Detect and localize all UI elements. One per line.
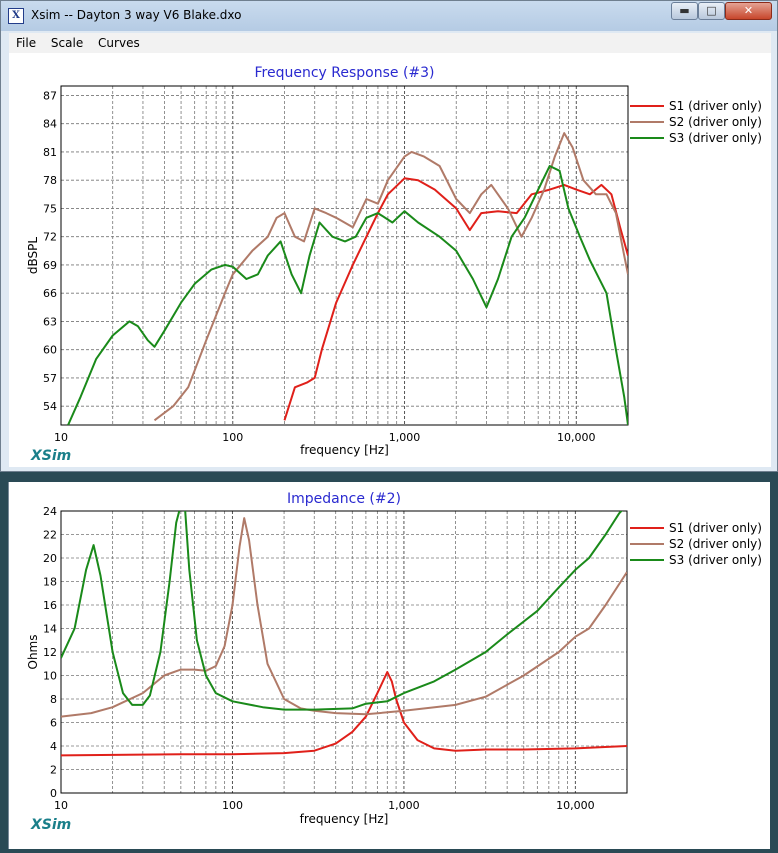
y-tick-label: 16 [43,599,57,612]
series-line-s3 [67,165,628,425]
y-tick-label: 20 [43,552,57,565]
close-button[interactable]: ✕ [725,2,772,20]
y-tick-label: 72 [43,231,57,244]
xsim-window: X Xsim -- Dayton 3 way V6 Blake.dxo ▬ □ … [0,0,778,472]
y-tick-label: 63 [43,315,57,328]
frequency-response-panel: Frequency Response (#3) 54 57 60 63 66 69 72 75 7… [9,53,771,467]
title-bar[interactable]: X Xsim -- Dayton 3 way V6 Blake.dxo ▬ □ … [1,1,777,31]
y-tick-label: 22 [43,529,57,542]
maximize-button[interactable]: □ [698,2,725,20]
y-tick-label: 18 [43,576,57,589]
grid-lines [60,86,629,425]
menu-file[interactable]: File [16,36,37,50]
menu-scale[interactable]: Scale [50,36,84,50]
y-tick-label: 0 [50,787,57,800]
x-tick-label: 10 [54,431,68,444]
y-axis-label: dBSPL [26,237,40,274]
y-tick-label: 24 [43,505,57,518]
impedance-panel: Impedance (#2) 0 2 4 6 8 10 12 14 16 18 20 22 24 10 100… [8,482,770,849]
y-tick-label: 81 [43,146,57,159]
y-tick-label: 8 [50,693,57,706]
plot-frame [60,510,628,794]
x-tick-label: 10 [54,799,68,812]
series-line-s3 [61,511,623,711]
menu-bar: File Scale Curves [9,33,771,53]
legend-label-s2: S2 (driver only) [669,115,762,129]
y-tick-label: 10 [43,670,57,683]
y-tick-label: 69 [43,259,57,272]
xsim-logo: XSim [30,817,71,833]
x-tick-label: 1,000 [388,799,420,812]
y-tick-label: 2 [50,764,57,777]
minimize-button[interactable]: ▬ [671,2,698,20]
series-line-s2 [153,132,628,422]
legend-label-s1: S1 (driver only) [669,99,762,113]
legend-label-s3: S3 (driver only) [669,553,762,567]
y-tick-label: 66 [43,287,57,300]
grid-lines [60,510,628,794]
y-tick-label: 6 [50,717,57,730]
x-tick-label: 100 [222,431,243,444]
chart-title: Impedance (#2) [287,491,401,507]
series-line-s2 [61,517,627,718]
y-tick-label: 57 [43,372,57,385]
y-tick-label: 54 [43,400,57,413]
y-tick-label: 12 [43,646,57,659]
y-tick-label: 78 [43,174,57,187]
x-axis-label: frequency [Hz] [300,443,389,457]
plot-frame [60,85,629,426]
xsim-logo: XSim [30,448,71,464]
x-axis-label: frequency [Hz] [300,812,389,826]
legend-label-s1: S1 (driver only) [669,521,762,535]
xsim-app-icon[interactable]: X [8,8,24,24]
series-line-s1 [283,177,628,421]
y-axis-label: Ohms [26,635,40,670]
y-tick-label: 60 [43,344,57,357]
y-tick-label: 84 [43,118,57,131]
y-tick-label: 4 [50,740,57,753]
x-tick-label: 10,000 [557,431,596,444]
legend-label-s3: S3 (driver only) [669,131,762,145]
x-tick-label: 1,000 [389,431,421,444]
y-tick-label: 87 [43,89,57,102]
chart-title: Frequency Response (#3) [254,65,434,81]
x-tick-label: 100 [222,799,243,812]
menu-curves[interactable]: Curves [98,36,140,50]
window-title: Xsim -- Dayton 3 way V6 Blake.dxo [31,8,242,22]
series-line-s1 [61,671,627,757]
x-tick-label: 10,000 [556,799,595,812]
legend-label-s2: S2 (driver only) [669,537,762,551]
frequency-response-chart: Frequency Response (#3) 54 57 60 63 66 69 72 75 7… [26,65,762,464]
y-tick-label: 75 [43,202,57,215]
y-tick-label: 14 [43,623,57,636]
